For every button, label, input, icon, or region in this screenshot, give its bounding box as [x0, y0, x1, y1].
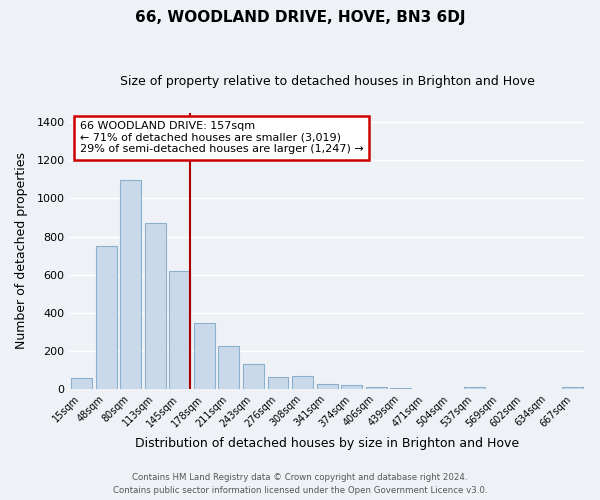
Bar [145, 223, 166, 389]
Bar [194, 323, 215, 389]
Bar [243, 364, 264, 389]
Bar [366, 387, 387, 389]
X-axis label: Distribution of detached houses by size in Brighton and Hove: Distribution of detached houses by size … [135, 437, 519, 450]
Bar [562, 387, 583, 389]
Bar [169, 271, 190, 389]
Bar [341, 385, 362, 389]
Bar [317, 384, 338, 389]
Bar [96, 246, 116, 389]
Y-axis label: Number of detached properties: Number of detached properties [15, 152, 28, 350]
Bar [218, 346, 239, 389]
Bar [292, 376, 313, 389]
Bar [71, 378, 92, 389]
Text: Contains HM Land Registry data © Crown copyright and database right 2024.
Contai: Contains HM Land Registry data © Crown c… [113, 474, 487, 495]
Bar [464, 387, 485, 389]
Text: 66 WOODLAND DRIVE: 157sqm
← 71% of detached houses are smaller (3,019)
29% of se: 66 WOODLAND DRIVE: 157sqm ← 71% of detac… [80, 121, 364, 154]
Bar [120, 180, 141, 389]
Text: 66, WOODLAND DRIVE, HOVE, BN3 6DJ: 66, WOODLAND DRIVE, HOVE, BN3 6DJ [135, 10, 465, 25]
Bar [268, 376, 289, 389]
Bar [391, 388, 411, 389]
Title: Size of property relative to detached houses in Brighton and Hove: Size of property relative to detached ho… [120, 75, 535, 88]
